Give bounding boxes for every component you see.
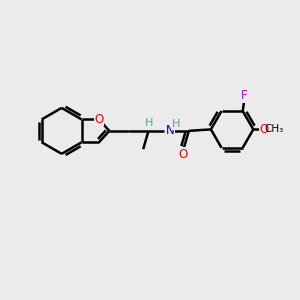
Text: O: O — [178, 148, 188, 161]
Text: F: F — [241, 89, 247, 102]
Text: O: O — [94, 113, 104, 126]
Text: H: H — [171, 119, 180, 129]
Text: CH₃: CH₃ — [264, 124, 284, 134]
Text: H: H — [145, 118, 153, 128]
Text: N: N — [166, 124, 174, 137]
Text: O: O — [260, 123, 269, 136]
